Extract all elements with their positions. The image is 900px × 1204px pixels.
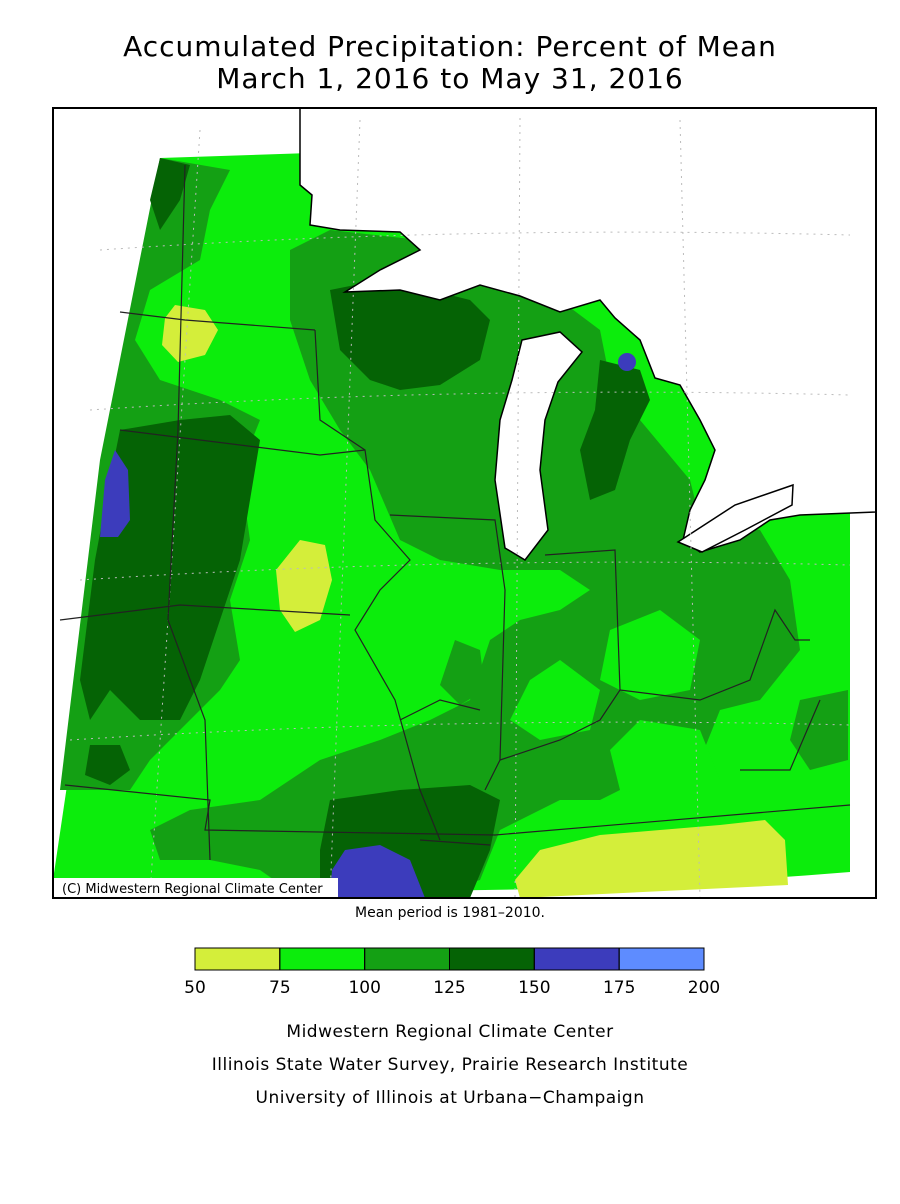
map: (C) Midwestern Regional Climate Center [53, 108, 876, 898]
credit: (C) Midwestern Regional Climate Center [62, 882, 323, 897]
lake-michigan [494, 331, 584, 561]
state-lines [59, 164, 851, 861]
mean-period-note: Mean period is 1981–2010. [355, 905, 545, 921]
legend-tick-label: 100 [348, 978, 380, 998]
graticule [69, 117, 851, 898]
footer-line: Illinois State Water Survey, Prairie Res… [212, 1055, 688, 1075]
canada-lake-superior-huron [299, 108, 876, 553]
legend-tick-label: 50 [184, 978, 206, 998]
regions-150-175 [100, 353, 636, 898]
credit-box [53, 878, 338, 898]
map-frame [52, 107, 877, 899]
legend-swatch [364, 947, 450, 971]
legend-swatch [194, 947, 281, 971]
footer-line: University of Illinois at Urbana−Champai… [256, 1088, 645, 1108]
legend-tick-label: 125 [433, 978, 465, 998]
legend-tick-label: 175 [603, 978, 635, 998]
subtitle: March 1, 2016 to May 31, 2016 [216, 62, 684, 95]
title: Accumulated Precipitation: Percent of Me… [123, 30, 777, 63]
legend-swatch [533, 947, 620, 971]
legend-swatch [449, 947, 535, 971]
legend-swatch [618, 947, 705, 971]
legend-swatch [279, 947, 366, 971]
legend-tick-label: 150 [518, 978, 550, 998]
footer-line: Midwestern Regional Climate Center [286, 1022, 613, 1042]
legend: 50 75 100 125 150 175 200 [184, 947, 720, 998]
legend-tick-label: 200 [688, 978, 720, 998]
lake-erie [676, 483, 794, 553]
legend-tick-label: 75 [269, 978, 291, 998]
